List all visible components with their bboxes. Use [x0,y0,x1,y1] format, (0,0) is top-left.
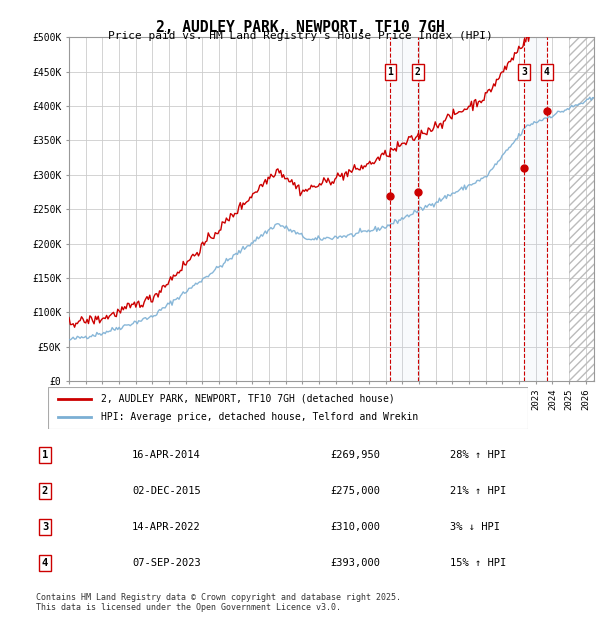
Text: HPI: Average price, detached house, Telford and Wrekin: HPI: Average price, detached house, Telf… [101,412,418,422]
Text: 2, AUDLEY PARK, NEWPORT, TF10 7GH (detached house): 2, AUDLEY PARK, NEWPORT, TF10 7GH (detac… [101,394,395,404]
Text: Contains HM Land Registry data © Crown copyright and database right 2025.
This d: Contains HM Land Registry data © Crown c… [36,593,401,612]
Text: 2, AUDLEY PARK, NEWPORT, TF10 7GH: 2, AUDLEY PARK, NEWPORT, TF10 7GH [155,20,445,35]
Text: 02-DEC-2015: 02-DEC-2015 [132,486,201,496]
Text: 16-APR-2014: 16-APR-2014 [132,450,201,460]
Text: 3% ↓ HPI: 3% ↓ HPI [450,522,500,532]
Bar [391,37,418,381]
Text: £275,000: £275,000 [330,486,380,496]
Text: 07-SEP-2023: 07-SEP-2023 [132,558,201,568]
Text: 1: 1 [388,66,394,77]
Text: 1: 1 [42,450,48,460]
Text: Price paid vs. HM Land Registry's House Price Index (HPI): Price paid vs. HM Land Registry's House … [107,31,493,41]
Text: £269,950: £269,950 [330,450,380,460]
Text: 3: 3 [521,66,527,77]
Text: 4: 4 [42,558,48,568]
Text: 21% ↑ HPI: 21% ↑ HPI [450,486,506,496]
Text: 15% ↑ HPI: 15% ↑ HPI [450,558,506,568]
Text: 2: 2 [42,486,48,496]
Text: £310,000: £310,000 [330,522,380,532]
Text: 2: 2 [415,66,421,77]
Text: 4: 4 [544,66,550,77]
Text: 14-APR-2022: 14-APR-2022 [132,522,201,532]
Text: 3: 3 [42,522,48,532]
Text: £393,000: £393,000 [330,558,380,568]
Text: 28% ↑ HPI: 28% ↑ HPI [450,450,506,460]
Bar [524,37,547,381]
Bar [569,37,594,381]
